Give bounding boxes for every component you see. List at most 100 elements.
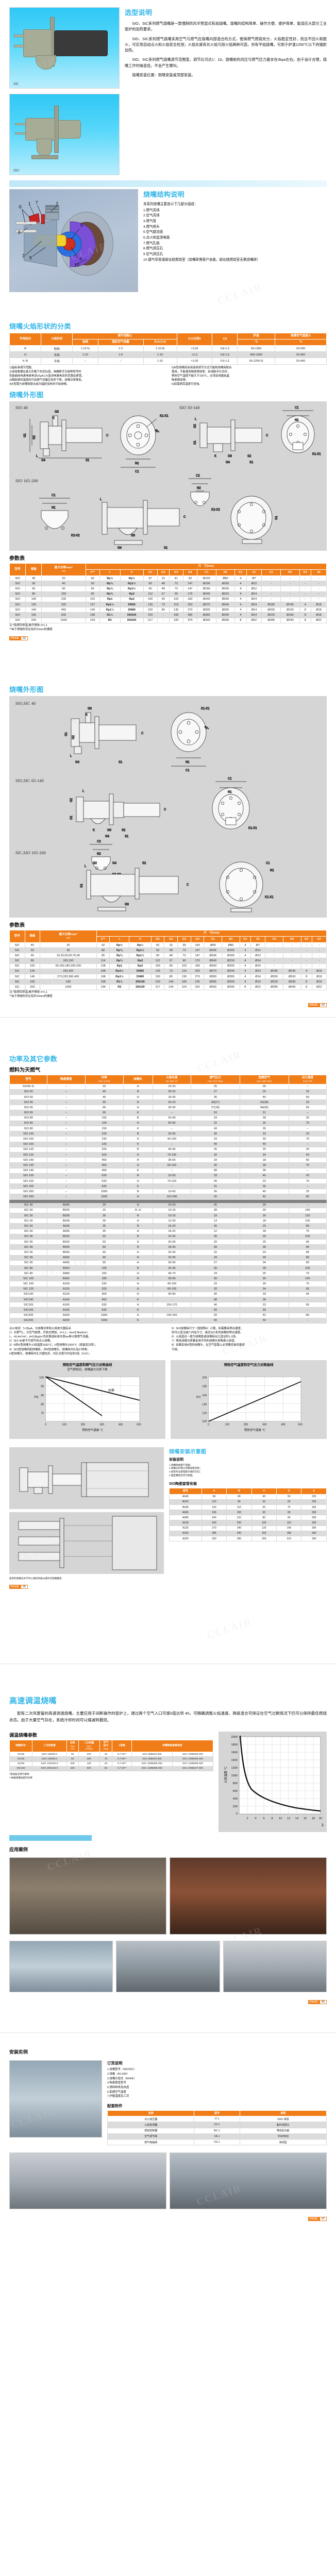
cell: 200 bbox=[226, 1520, 252, 1526]
cell: - bbox=[280, 591, 300, 597]
cell: 26 bbox=[191, 1189, 240, 1195]
note: 节阀。 bbox=[172, 1348, 180, 1351]
cell: 194 bbox=[96, 984, 110, 990]
cell: 20-23 bbox=[152, 1099, 192, 1106]
note: 预热空气温度不能大于150℃，必须采用重结晶 bbox=[172, 374, 230, 378]
th-G3: G3 bbox=[177, 936, 191, 943]
table-row: SIO40 2) –20 H 15-20 25 30– bbox=[9, 1083, 327, 1090]
cell: 70 bbox=[288, 1178, 327, 1184]
drawing-label-siosic40: SIO,SIC 40 bbox=[15, 701, 36, 706]
cell: 65 bbox=[85, 586, 100, 592]
case-photo-line bbox=[116, 1941, 220, 1993]
svg-text:18: 18 bbox=[312, 1817, 315, 1820]
svg-text:0: 0 bbox=[45, 1423, 46, 1426]
cell: B028 bbox=[47, 1213, 86, 1219]
cell: 200 bbox=[66, 1761, 79, 1767]
cell: A125 bbox=[169, 1525, 202, 1531]
cell: Ø200 bbox=[222, 963, 240, 969]
cell: 40-70 bbox=[152, 1270, 192, 1277]
cell: R bbox=[123, 1233, 153, 1240]
hs-note: *其他型号另行要供 bbox=[9, 1772, 29, 1775]
cell: – bbox=[152, 1183, 192, 1190]
note: 8）如果采用R型的烧嘴头，在空气管路上必须要安装风量调 bbox=[172, 1344, 245, 1347]
cell: 217 bbox=[150, 984, 165, 990]
cases-photo-row-2 bbox=[0, 1938, 336, 1993]
cell: R bbox=[123, 1213, 153, 1219]
notes-left: 1)指标准调节范围。 2)该组数据在最大负载下的近似值。准确数字见每种型号的 性… bbox=[9, 366, 164, 387]
cell: 40-100 bbox=[152, 1136, 192, 1142]
cell: 1:3 bbox=[97, 345, 144, 352]
cell: DN150 bbox=[129, 984, 152, 990]
cell: - bbox=[261, 591, 281, 597]
cell: 70 bbox=[99, 1756, 113, 1762]
th-dimensions-group: 尺 寸(mm) bbox=[96, 929, 327, 937]
cell: SSG 140/100-0 bbox=[32, 1761, 67, 1767]
cell: Ø220 bbox=[261, 612, 281, 618]
cell: 40 bbox=[25, 575, 42, 582]
cell: DN80 bbox=[129, 974, 152, 980]
note: 3）R和K型烧嘴头火焰温度1600℃；H型烧嘴头1500℃（按最高功率）。 bbox=[9, 1344, 98, 1347]
note: 1）天燃气L，冷空气助燃，开放式燃烧，λ=1,1，Hu=8.9kwh/m³， bbox=[9, 1331, 90, 1335]
case-photo-kiln bbox=[170, 1857, 327, 1935]
cell: 18 bbox=[239, 1157, 289, 1163]
cell: 60-120 bbox=[152, 1162, 192, 1168]
cell: 25 bbox=[288, 1189, 327, 1195]
table-row: 点火变压器 IT-1 10kV 单极 bbox=[107, 2116, 327, 2123]
cell: Ø240 bbox=[215, 601, 236, 608]
cell: 110 bbox=[288, 1213, 327, 1219]
install-note: 1.烧嘴砖由客户自备； bbox=[169, 1463, 193, 1466]
cell: 253 bbox=[190, 968, 205, 975]
cell: 200 bbox=[251, 1536, 277, 1542]
note: 6)如需更高温度可咨询。 bbox=[172, 382, 202, 386]
cell: 180 bbox=[276, 1530, 302, 1537]
cell: Ø165 bbox=[222, 953, 240, 959]
table-row: B020 120 96 50 60 250 bbox=[169, 1499, 327, 1505]
table-row: SIO 80–150 R 20-40 24 28 20 bbox=[9, 1115, 327, 1121]
cell: 80 bbox=[288, 1255, 327, 1261]
table-row: SIO 65–90 H 30-55 27(18) 34(30) 65 bbox=[9, 1105, 327, 1111]
cell: 320 bbox=[66, 1766, 79, 1771]
cell: 630 bbox=[85, 1183, 124, 1190]
th-spec: 规格 bbox=[24, 929, 41, 943]
section-heading-selection: 选型说明 bbox=[125, 9, 153, 16]
power-params-section: 功率及其它参数 燃料为天燃气 bbox=[0, 1054, 336, 1073]
param-sio-table-wrap: 型号 规格 最大功率max* KW 尺 寸(mm) C** L K G1 G2 … bbox=[0, 563, 336, 623]
cell: 70 bbox=[288, 1281, 327, 1287]
cell: H bbox=[123, 1202, 153, 1208]
cell: 30-55 bbox=[152, 1105, 192, 1111]
cell: 210 bbox=[226, 1515, 252, 1521]
cell: 8 bbox=[300, 984, 312, 990]
cell: 15 bbox=[288, 1089, 327, 1095]
svg-text:180: 180 bbox=[202, 1385, 207, 1388]
cell: 25 bbox=[191, 1083, 240, 1090]
svg-text:K2-X2: K2-X2 bbox=[211, 509, 220, 512]
svg-text:100: 100 bbox=[62, 1423, 66, 1426]
cell: – bbox=[47, 1126, 86, 1132]
cell: 23 bbox=[239, 1178, 289, 1184]
cell: 20 bbox=[288, 1131, 327, 1137]
cell: Rp1½ bbox=[129, 953, 152, 959]
th-air-unit: ℃ bbox=[274, 338, 327, 346]
page-badge-label: PAGE bbox=[308, 1003, 320, 1007]
cell: R bbox=[123, 1157, 153, 1163]
intro-paragraph: SIO、SIC系列燃气烧嘴采用空气与燃气在烧嘴内部混合的方式，使得燃气燃烧充分，… bbox=[125, 36, 327, 53]
callout-2: 2 bbox=[56, 201, 58, 207]
page-badge-number: 03 bbox=[319, 1003, 327, 1007]
cell: K bbox=[123, 1297, 153, 1303]
cell: 4 bbox=[234, 607, 247, 613]
cell: SIO bbox=[9, 596, 26, 602]
cell: 4 bbox=[234, 586, 247, 592]
cell: SIC bbox=[9, 968, 25, 975]
svg-text:600: 600 bbox=[233, 1790, 238, 1793]
cell: SIO 140 bbox=[9, 1167, 48, 1174]
table-row: SIO 140 450 140 Rp1½ DN80 150 80 130 270 Ø300 Ø265 4… bbox=[9, 607, 327, 613]
svg-text:K2-X2: K2-X2 bbox=[71, 534, 80, 537]
install-note: 3.安装时注意电极引线的方向； bbox=[169, 1470, 202, 1473]
table-row: SIC140 A140 450 K -58 36- bbox=[9, 1297, 327, 1303]
cell: 4 bbox=[239, 947, 251, 954]
cell: – bbox=[47, 1120, 86, 1127]
svg-text:45°: 45° bbox=[204, 725, 209, 731]
th-label: 型号 bbox=[25, 1077, 31, 1081]
cell: 4 bbox=[234, 601, 247, 608]
hs-burner-paragraph: 配有二次风套管的高速调温烧嘴，主要应用于间断操作的窑炉上，通过两个空气入口可使λ… bbox=[9, 1710, 327, 1723]
